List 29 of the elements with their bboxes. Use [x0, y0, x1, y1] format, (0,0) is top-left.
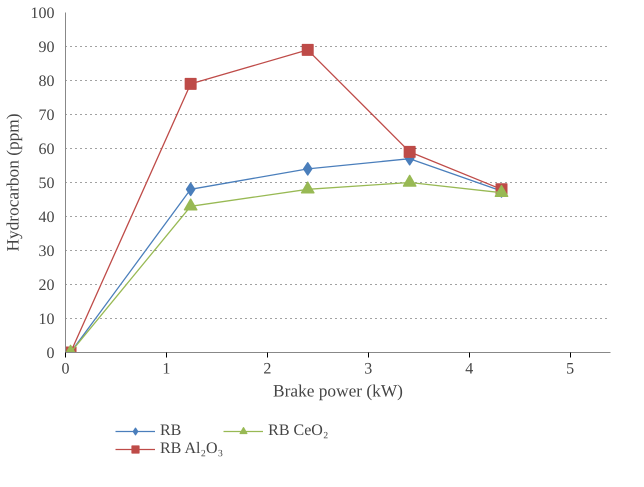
point	[184, 78, 197, 90]
point	[402, 174, 417, 187]
y-tick-label: 60	[38, 141, 54, 158]
point	[302, 162, 313, 176]
legend-label: RB	[160, 422, 182, 440]
x-tick-label: 5	[566, 360, 574, 378]
point	[404, 146, 416, 158]
point	[300, 181, 315, 194]
x-tick-label: 4	[465, 360, 474, 378]
y-tick-label: 40	[38, 209, 54, 226]
legend-label: RB CeO₂	[268, 422, 328, 440]
legend-label: RB Al₂O₃	[160, 440, 224, 458]
x-tick-label: 2	[263, 360, 272, 378]
x-tick-label: 3	[364, 360, 372, 378]
y-tick-label: 70	[38, 107, 54, 124]
y-axis-title: Hydrocarbon (ppm)	[4, 113, 22, 252]
y-tick-label: 20	[38, 277, 54, 294]
y-tick-label: 10	[38, 311, 54, 328]
x-tick-label: 0	[62, 360, 70, 378]
x-tick-label: 1	[162, 360, 170, 378]
y-tick-label: 90	[38, 39, 54, 56]
x-axis-title: Brake power (kW)	[273, 382, 404, 400]
point	[184, 198, 198, 211]
point	[302, 44, 314, 56]
y-tick-label: 80	[38, 73, 54, 90]
y-tick-label: 0	[46, 345, 54, 362]
y-tick-label: 50	[38, 175, 54, 192]
y-tick-label: 30	[38, 243, 54, 260]
y-tick-label: 100	[30, 5, 54, 22]
